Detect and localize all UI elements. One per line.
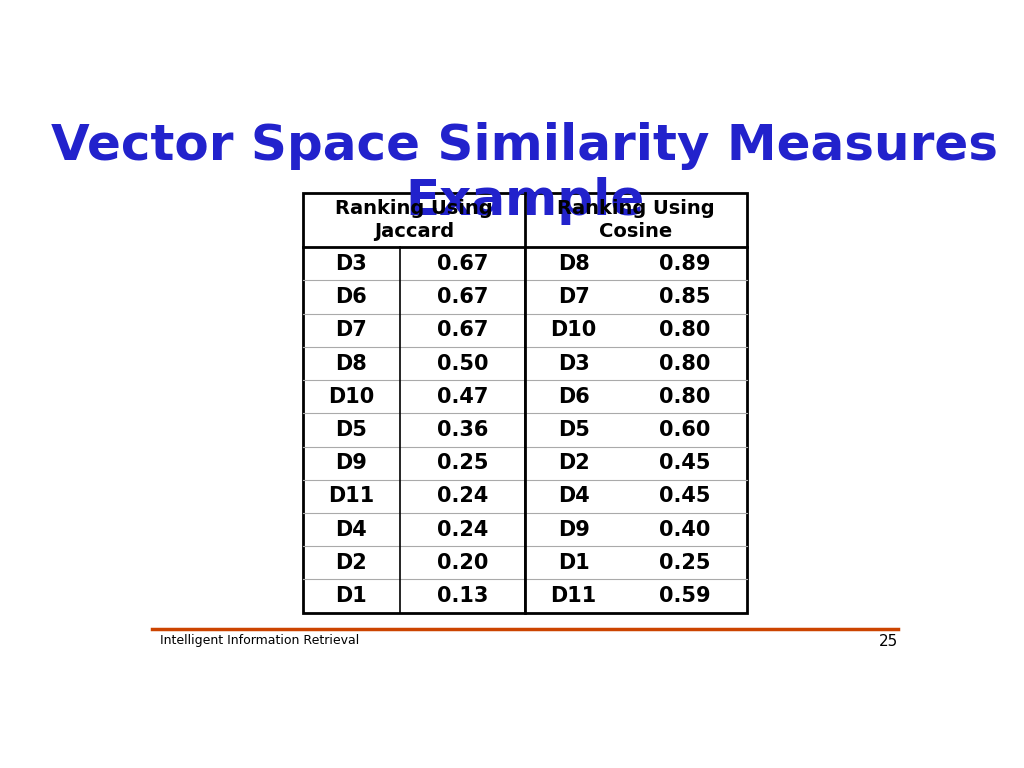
Text: D4: D4 [558,486,590,506]
Text: D6: D6 [558,387,590,407]
Text: 0.25: 0.25 [437,453,488,473]
Text: D4: D4 [336,519,368,540]
Text: 0.47: 0.47 [437,387,488,407]
Text: 0.80: 0.80 [659,353,711,373]
Text: 0.24: 0.24 [437,486,488,506]
Text: Intelligent Information Retrieval: Intelligent Information Retrieval [160,634,359,647]
Text: 0.20: 0.20 [437,553,488,573]
Text: 0.67: 0.67 [437,320,488,340]
Text: D5: D5 [558,420,590,440]
Text: 0.36: 0.36 [437,420,488,440]
Text: 0.60: 0.60 [659,420,711,440]
Text: 0.59: 0.59 [659,586,711,606]
Text: D8: D8 [336,353,368,373]
Text: 0.67: 0.67 [437,254,488,274]
Text: Ranking Using
Cosine: Ranking Using Cosine [557,199,715,241]
Text: D10: D10 [329,387,375,407]
Text: D8: D8 [558,254,590,274]
Text: 0.45: 0.45 [659,453,711,473]
Text: 0.40: 0.40 [659,519,711,540]
Text: D2: D2 [558,453,590,473]
Text: Vector Space Similarity Measures
Example: Vector Space Similarity Measures Example [51,121,998,225]
Text: D7: D7 [558,287,590,307]
Text: 0.80: 0.80 [659,387,711,407]
Text: Ranking Using
Jaccard: Ranking Using Jaccard [335,199,493,241]
Text: 0.13: 0.13 [437,586,488,606]
Text: 0.24: 0.24 [437,519,488,540]
Text: D9: D9 [336,453,368,473]
Text: 0.50: 0.50 [437,353,488,373]
Text: 0.89: 0.89 [659,254,711,274]
Text: 0.85: 0.85 [659,287,711,307]
Text: D3: D3 [336,254,368,274]
Text: 0.25: 0.25 [659,553,711,573]
Text: D2: D2 [336,553,368,573]
Bar [303,193,748,613]
Text: 0.45: 0.45 [659,486,711,506]
Text: D11: D11 [329,486,375,506]
Text: D1: D1 [558,553,590,573]
Text: D1: D1 [336,586,368,606]
Text: D7: D7 [336,320,368,340]
Text: 25: 25 [879,634,898,649]
Text: D11: D11 [551,586,597,606]
Text: D9: D9 [558,519,590,540]
Text: D10: D10 [551,320,597,340]
Text: D3: D3 [558,353,590,373]
Text: D6: D6 [336,287,368,307]
Text: 0.67: 0.67 [437,287,488,307]
Text: 0.80: 0.80 [659,320,711,340]
Text: D5: D5 [336,420,368,440]
